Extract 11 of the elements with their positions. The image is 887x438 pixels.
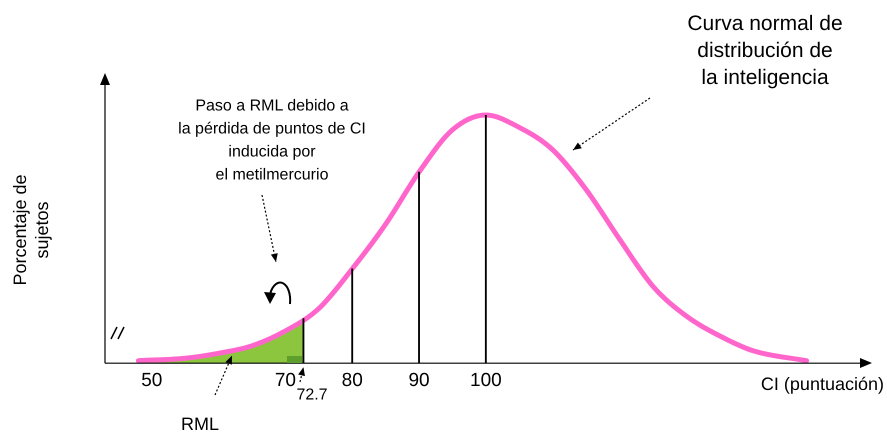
annotation: Paso a RML debido a la pérdida de puntos de CI inducida por el metilmercurio (178, 97, 366, 184)
x-tick-label: 90 (408, 370, 430, 391)
x-tick-label: 100 (470, 370, 502, 391)
x-tick-label: 70 (274, 370, 296, 391)
x-axis-title: CI (puntuación) (760, 374, 884, 394)
x-tick-label: 50 (141, 370, 162, 391)
annotation: 72.7 (296, 386, 328, 404)
y-axis-title: Porcentaje de sujetos (10, 174, 52, 286)
annotation: RML (180, 414, 220, 434)
x-tick-label: 80 (342, 370, 363, 391)
text: Curva normal de distribución de la inteligencia (687, 12, 843, 89)
